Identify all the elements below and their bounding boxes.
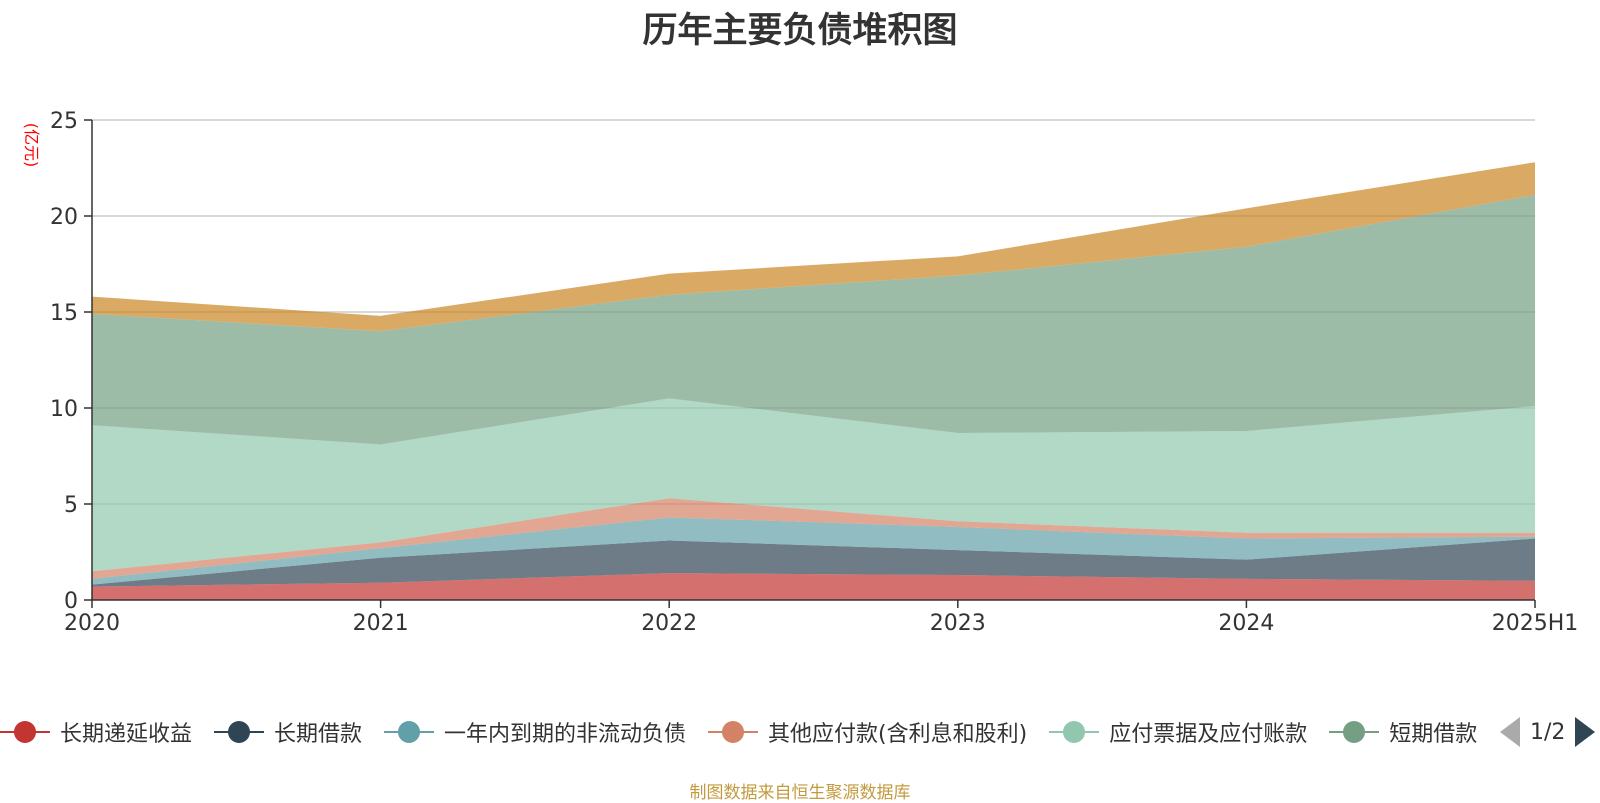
x-tick-label: 2021 bbox=[353, 611, 409, 636]
area-series-3 bbox=[92, 498, 1535, 579]
legend-items: 长期递延收益 长期借款 一年内到期的非流动负债 其他应付款(含利息和股利) 应付票据及应… bbox=[0, 712, 1482, 752]
legend-marker-icon bbox=[708, 719, 759, 745]
legend-item-0[interactable]: 长期递延收益 bbox=[0, 712, 192, 752]
axes: 0 5 10 15 20 25 2020 2021 2022 2023 2024 2025H1 bbox=[50, 109, 1578, 636]
x-tick-label: 2025H1 bbox=[1492, 611, 1579, 636]
legend-marker-icon bbox=[214, 719, 265, 745]
legend-item-3[interactable]: 其他应付款(含利息和股利) bbox=[708, 712, 1027, 752]
x-tick-label: 2023 bbox=[930, 611, 986, 636]
legend-page-indicator: 1/2 bbox=[1530, 719, 1566, 745]
area-series-2 bbox=[92, 517, 1535, 585]
legend-label: 其他应付款(含利息和股利) bbox=[768, 722, 1028, 747]
y-tick-label: 0 bbox=[64, 589, 78, 614]
source-note: 制图数据来自恒生聚源数据库 bbox=[689, 783, 911, 803]
x-tick-label: 2024 bbox=[1218, 611, 1274, 636]
triangle-right-icon[interactable] bbox=[1575, 717, 1596, 747]
legend-label: 一年内到期的非流动负债 bbox=[444, 722, 687, 747]
chart-title: 历年主要负债堆积图 bbox=[642, 11, 958, 51]
area-series-4 bbox=[92, 398, 1535, 572]
legend-item-2[interactable]: 一年内到期的非流动负债 bbox=[384, 712, 686, 752]
legend-item-5[interactable]: 短期借款 bbox=[1329, 712, 1477, 752]
stacked-areas bbox=[92, 162, 1535, 600]
legend-pager: 1/2 bbox=[1500, 712, 1596, 752]
legend-marker-icon bbox=[1049, 719, 1100, 745]
legend-marker-icon bbox=[384, 719, 435, 745]
y-tick-label: 20 bbox=[50, 205, 78, 230]
legend-label: 长期递延收益 bbox=[60, 722, 193, 747]
legend: 长期递延收益 长期借款 一年内到期的非流动负债 其他应付款(含利息和股利) 应付票据及应… bbox=[0, 712, 1600, 752]
legend-marker-icon bbox=[0, 719, 50, 745]
legend-item-1[interactable]: 长期借款 bbox=[214, 712, 362, 752]
area-series-6 bbox=[92, 162, 1535, 332]
legend-label: 应付票据及应付账款 bbox=[1109, 722, 1308, 747]
x-tick-label: 2022 bbox=[641, 611, 697, 636]
legend-label: 长期借款 bbox=[274, 722, 363, 747]
y-tick-label: 15 bbox=[50, 301, 78, 326]
y-tick-label: 5 bbox=[64, 493, 78, 518]
x-tick-label: 2020 bbox=[64, 611, 120, 636]
triangle-left-icon[interactable] bbox=[1500, 717, 1520, 747]
legend-label: 短期借款 bbox=[1389, 722, 1478, 747]
area-series-1 bbox=[92, 538, 1535, 587]
y-axis-unit-label: (亿元) bbox=[22, 123, 41, 168]
y-tick-label: 25 bbox=[50, 109, 78, 134]
legend-marker-icon bbox=[1329, 719, 1380, 745]
area-series-0 bbox=[92, 573, 1535, 600]
area-series-5 bbox=[92, 194, 1535, 445]
y-tick-label: 10 bbox=[50, 397, 78, 422]
legend-item-4[interactable]: 应付票据及应付账款 bbox=[1049, 712, 1307, 752]
